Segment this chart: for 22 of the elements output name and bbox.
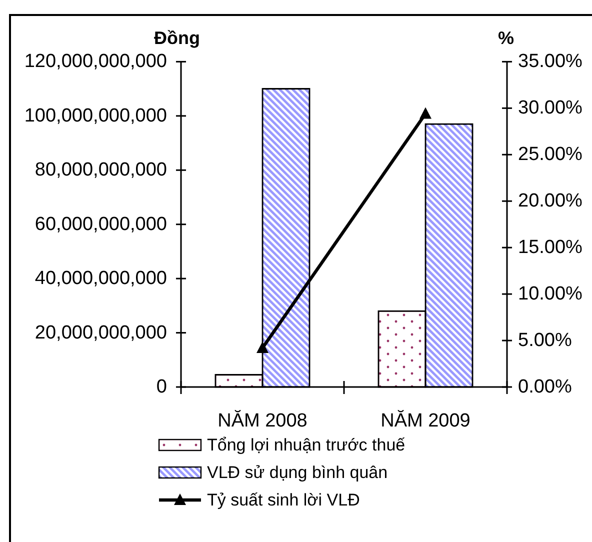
y-tick-label: 60,000,000,000	[34, 214, 167, 235]
legend-label: VLĐ sử dụng bình quân	[207, 463, 388, 482]
y-tick-label: 100,000,000,000	[24, 105, 167, 126]
y-tick-label: 120,000,000,000	[24, 51, 167, 72]
y-tick-label: 20,000,000,000	[34, 322, 167, 344]
y2-tick-label: 20.00%	[518, 190, 583, 212]
legend-label: Tỷ suất sinh lời VLĐ	[207, 490, 360, 510]
y2-tick-label: 15.00%	[518, 237, 583, 258]
y-tick-label: 80,000,000,000	[34, 160, 167, 181]
y2-axis-title: %	[498, 28, 514, 48]
y-tick-label: 0	[156, 376, 167, 398]
y-tick-label: 40,000,000,000	[34, 268, 167, 290]
legend-label: Tổng lợi nhuận trước thuế	[207, 436, 406, 454]
y2-tick-label: 25.00%	[518, 144, 583, 166]
x-tick-label: NĂM 2008	[218, 410, 308, 432]
y2-tick-label: 10.00%	[518, 284, 583, 305]
y2-tick-label: 30.00%	[518, 98, 583, 119]
y2-tick-label: 0.00%	[518, 376, 572, 398]
y-axis-title: Đồng	[154, 28, 200, 48]
y2-tick-label: 5.00%	[518, 330, 572, 352]
y2-tick-label: 35.00%	[518, 51, 583, 72]
x-tick-label: NĂM 2009	[380, 410, 470, 432]
